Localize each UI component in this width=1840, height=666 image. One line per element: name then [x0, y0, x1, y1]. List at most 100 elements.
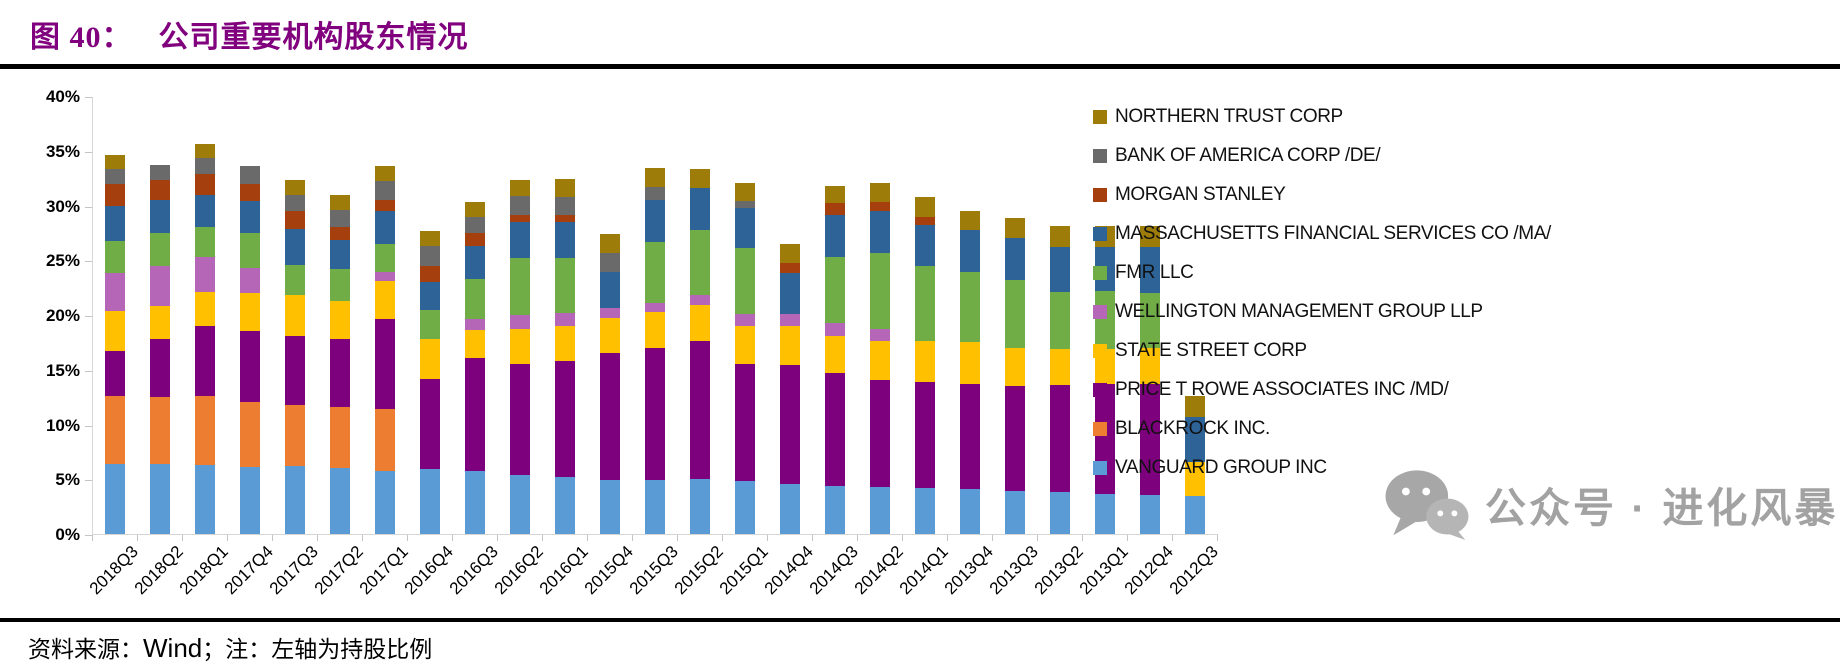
- bar-segment: [510, 315, 530, 330]
- bar-segment: [330, 339, 350, 407]
- bar-segment: [555, 196, 575, 216]
- bar-segment: [330, 300, 350, 340]
- y-axis-tick: [85, 316, 92, 317]
- bar-segment: [240, 183, 260, 202]
- legend-item: VANGUARD GROUP INC: [1093, 457, 1551, 478]
- legend-label: BANK OF AMERICA CORP /DE/: [1115, 145, 1381, 166]
- bar-segment: [915, 196, 935, 217]
- x-axis-tick: [767, 535, 768, 541]
- legend-swatch: [1093, 149, 1107, 163]
- bar-segment: [600, 252, 620, 273]
- bar-segment: [825, 215, 845, 258]
- bar-segment: [330, 407, 350, 469]
- y-axis-tick: [85, 97, 92, 98]
- y-axis-tick-label: 15%: [45, 360, 80, 380]
- bar-segment: [285, 211, 305, 229]
- bar-segment: [780, 483, 800, 534]
- bar-segment: [1185, 461, 1205, 496]
- bar-segment: [825, 335, 845, 374]
- bar-segment: [1005, 347, 1025, 387]
- bar-segment: [105, 310, 125, 352]
- bar-segment: [240, 166, 260, 184]
- bar-segment: [1140, 494, 1160, 534]
- bar-2014Q4: [780, 243, 800, 534]
- legend-swatch: [1093, 422, 1107, 436]
- bar-segment: [195, 144, 215, 159]
- x-axis-tick: [587, 535, 588, 541]
- bar-segment: [960, 229, 980, 273]
- figure-title: 图 40： 公司重要机构股东情况: [30, 12, 469, 56]
- legend-swatch: [1093, 344, 1107, 358]
- legend-item: NORTHERN TRUST CORP: [1093, 106, 1551, 127]
- bar-segment: [825, 485, 845, 534]
- bar-segment: [645, 241, 665, 303]
- bar-segment: [600, 308, 620, 319]
- legend-swatch: [1093, 305, 1107, 319]
- bar-segment: [780, 313, 800, 326]
- x-axis-tick: [452, 535, 453, 541]
- bar-segment: [960, 272, 980, 343]
- y-axis-tick: [85, 425, 92, 427]
- x-axis-tick: [137, 535, 138, 541]
- legend-label: NORTHERN TRUST CORP: [1115, 106, 1343, 127]
- y-axis-tick: [85, 535, 92, 536]
- bar-segment: [105, 205, 125, 241]
- source-brand: Wind: [143, 633, 203, 663]
- watermark: 公众号 · 进化风暴: [1383, 468, 1838, 540]
- bar-segment: [150, 200, 170, 233]
- bar-segment: [465, 232, 485, 247]
- bar-segment: [150, 165, 170, 181]
- bar-segment: [825, 257, 845, 323]
- figure-title-text: 公司重要机构股东情况: [158, 21, 469, 54]
- legend-label: MASSACHUSETTS FINANCIAL SERVICES CO /MA/: [1115, 223, 1551, 244]
- bar-2015Q3: [645, 168, 665, 534]
- x-axis-tick: [362, 535, 363, 541]
- bar-segment: [330, 468, 350, 534]
- bar-segment: [1185, 396, 1205, 417]
- y-axis-tick-label: 5%: [55, 470, 80, 490]
- bar-segment: [825, 203, 845, 216]
- bar-segment: [915, 216, 935, 226]
- bar-segment: [600, 480, 620, 534]
- bar-segment: [105, 273, 125, 311]
- bar-2014Q3: [825, 185, 845, 534]
- wechat-icon: [1385, 470, 1469, 540]
- x-axis-tick: [317, 535, 318, 541]
- bar-segment: [555, 258, 575, 313]
- bar-segment: [510, 474, 530, 534]
- bar-segment: [465, 470, 485, 534]
- bar-segment: [600, 318, 620, 354]
- bar-segment: [285, 295, 305, 336]
- x-axis-tick: [992, 535, 993, 541]
- x-axis-tick: [407, 535, 408, 541]
- y-axis-tick-label: 35%: [45, 141, 80, 161]
- bar-segment: [195, 158, 215, 174]
- bar-segment: [375, 319, 395, 410]
- bar-segment: [645, 168, 665, 187]
- bar-segment: [690, 305, 710, 342]
- bar-segment: [240, 331, 260, 402]
- y-axis-tick-label: 30%: [45, 196, 80, 216]
- bar-segment: [375, 181, 395, 201]
- bar-segment: [195, 292, 215, 326]
- bar-segment: [105, 155, 125, 170]
- bar-segment: [1140, 347, 1160, 384]
- y-axis-tick: [85, 151, 92, 153]
- bar-segment: [915, 488, 935, 534]
- bar-segment: [240, 401, 260, 468]
- bar-segment: [600, 272, 620, 309]
- bar-segment: [555, 325, 575, 361]
- bar-segment: [915, 265, 935, 342]
- bar-segment: [1005, 217, 1025, 239]
- bar-segment: [150, 306, 170, 340]
- bar-2017Q2: [330, 194, 350, 534]
- bar-segment: [105, 396, 125, 464]
- bar-segment: [1050, 348, 1070, 386]
- bar-segment: [330, 239, 350, 270]
- bar-segment: [1050, 247, 1070, 293]
- bar-segment: [690, 229, 710, 296]
- chart-legend: NORTHERN TRUST CORP BANK OF AMERICA CORP …: [1093, 106, 1551, 478]
- bar-2015Q2: [690, 169, 710, 534]
- bar-segment: [1005, 386, 1025, 492]
- bar-segment: [330, 269, 350, 301]
